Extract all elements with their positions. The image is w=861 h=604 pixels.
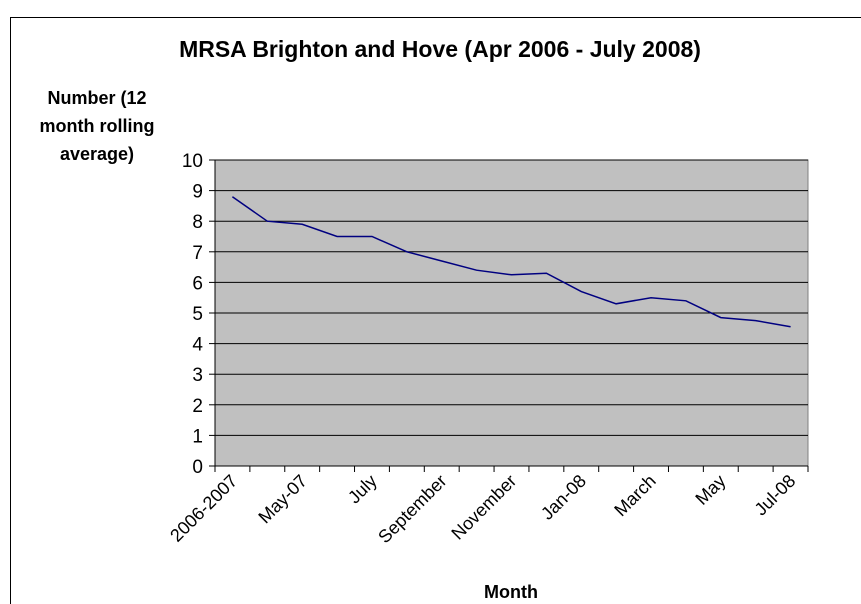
data-line [231, 196, 791, 328]
y-tick-label: 0 [192, 457, 203, 478]
x-axis-title: Month [484, 582, 538, 602]
chart-title: MRSA Brighton and Hove (Apr 2006 - July … [179, 36, 701, 62]
y-tick-label: 2 [192, 396, 203, 417]
y-tick-label: 7 [192, 243, 203, 264]
y-axis-title: average) [60, 144, 134, 164]
y-tick-label: 1 [192, 426, 203, 447]
y-tick-label: 10 [182, 151, 203, 172]
y-tick-label: 8 [192, 212, 203, 233]
y-tick-label: 9 [192, 182, 203, 203]
y-tick-label: 3 [192, 365, 203, 386]
y-tick-label: 6 [192, 273, 203, 294]
y-axis-title: Number (12 [47, 88, 146, 108]
y-axis-title: month rolling [40, 116, 155, 136]
y-tick-label: 5 [192, 304, 203, 325]
y-tick-label: 4 [192, 335, 203, 356]
